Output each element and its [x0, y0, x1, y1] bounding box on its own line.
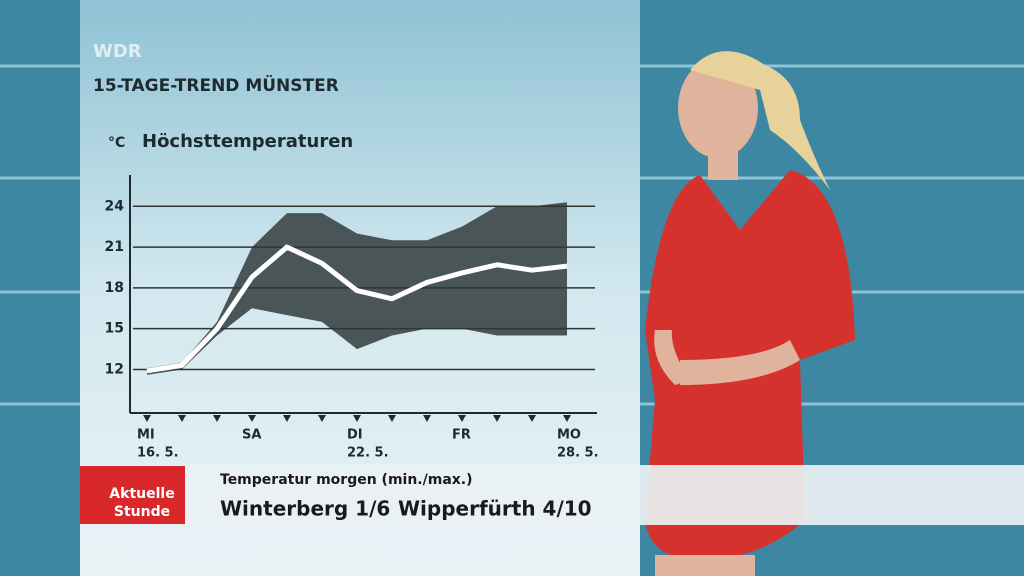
y-tick-label: 21 — [105, 239, 124, 255]
x-tick — [528, 415, 536, 422]
logo-line: Aktuelle — [109, 486, 174, 502]
brand: WDR — [93, 41, 142, 62]
temperature-line — [146, 244, 568, 374]
y-tick-label: 12 — [105, 361, 124, 377]
x-tick — [248, 415, 256, 422]
x-tick — [493, 415, 501, 422]
x-tick — [283, 415, 291, 422]
logo-line: Stunde — [114, 504, 170, 520]
x-tick — [143, 415, 151, 422]
y-tick-label: 18 — [105, 280, 124, 296]
ticker-caption: Temperatur morgen (min./max.) — [220, 472, 473, 488]
x-tick — [423, 415, 431, 422]
x-tick-label: DI — [347, 428, 363, 443]
x-tick-label: MO — [557, 428, 581, 443]
x-date-label: 16. 5. — [137, 446, 179, 461]
y-tick-label: 15 — [105, 321, 124, 337]
x-date-label: 22. 5. — [347, 446, 389, 461]
x-tick-label: MI — [137, 428, 155, 443]
ticker-item: Winterberg 1/6 — [220, 497, 390, 521]
x-tick-label: FR — [452, 428, 471, 443]
unit: °C — [108, 135, 125, 151]
ticker-item: Wipperfürth 4/10 — [398, 497, 592, 521]
x-tick — [458, 415, 466, 422]
x-tick-label: SA — [242, 428, 261, 443]
presenter — [645, 51, 855, 576]
heading: 15-TAGE-TREND MÜNSTER — [93, 74, 339, 96]
ticker-logo — [80, 466, 185, 524]
x-tick — [213, 415, 221, 422]
chart-title: Höchsttemperaturen — [142, 131, 353, 152]
x-tick — [353, 415, 361, 422]
x-tick — [388, 415, 396, 422]
x-date-label: 28. 5. — [557, 446, 599, 461]
y-tick-label: 24 — [105, 198, 125, 214]
x-tick — [318, 415, 326, 422]
ticker-bar — [80, 465, 1024, 525]
x-tick — [178, 415, 186, 422]
x-tick — [563, 415, 571, 422]
